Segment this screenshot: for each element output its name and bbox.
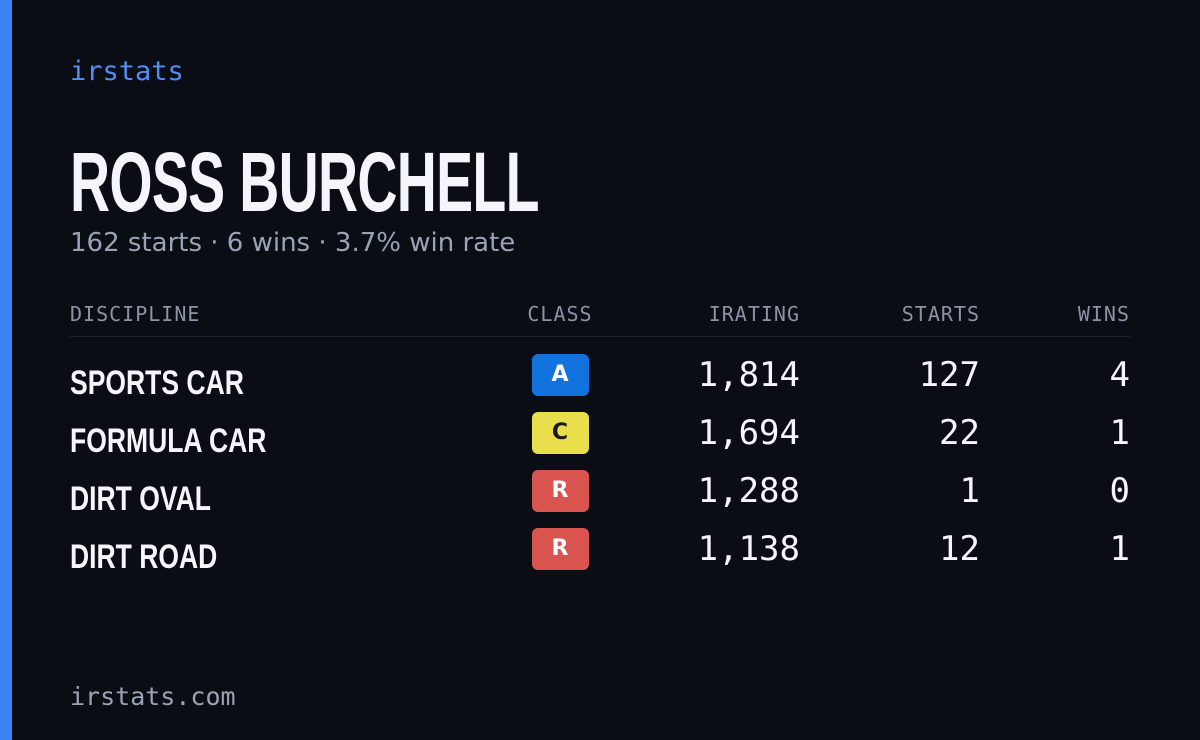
wins: 1: [1109, 529, 1130, 569]
class-badge: R: [531, 528, 589, 570]
column-header: CLASS: [527, 302, 593, 326]
irating: 1,814: [697, 355, 800, 395]
driver-name: ROSS BURCHELL: [70, 135, 539, 229]
class-badge: R: [531, 470, 589, 512]
starts: 1: [959, 471, 980, 511]
discipline: DIRT ROAD: [70, 538, 218, 576]
class-badge: C: [531, 412, 589, 454]
wins: 4: [1109, 355, 1130, 395]
irating: 1,288: [697, 471, 800, 511]
irating: 1,694: [697, 413, 800, 453]
discipline: FORMULA CAR: [70, 422, 267, 460]
header-rule: [70, 336, 1130, 337]
starts: 22: [939, 413, 980, 453]
starts: 12: [939, 529, 980, 569]
discipline: DIRT OVAL: [70, 480, 211, 518]
summary: 162 starts · 6 wins · 3.7% win rate: [70, 228, 516, 258]
starts: 127: [918, 355, 980, 395]
footer: irstats.com: [70, 682, 236, 711]
irating: 1,138: [697, 529, 800, 569]
wins: 0: [1109, 471, 1130, 511]
column-header: WINS: [1077, 302, 1130, 326]
column-header: IRATING: [708, 302, 800, 326]
column-header: DISCIPLINE: [70, 302, 201, 326]
brand: irstats: [70, 56, 184, 87]
accent-bar: [0, 0, 12, 740]
discipline: SPORTS CAR: [70, 364, 244, 402]
wins: 1: [1109, 413, 1130, 453]
column-header: STARTS: [901, 302, 980, 326]
class-badge: A: [531, 354, 589, 396]
